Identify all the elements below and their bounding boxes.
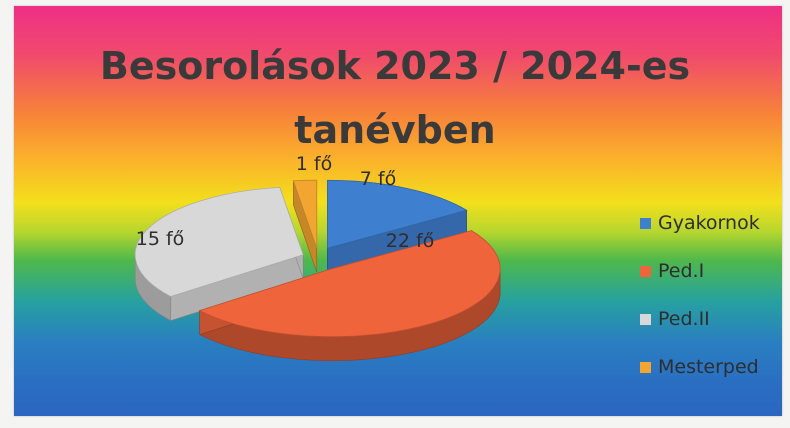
chart-title-line1: Besorolások 2023 / 2024-es — [99, 44, 691, 88]
legend-label-3: Ped.II — [658, 308, 710, 330]
legend-swatch-1 — [640, 218, 651, 229]
pie-slice-mesterped — [292, 179, 318, 273]
pie-slice-gyakornok — [326, 179, 468, 273]
legend-label-4: Mesterped — [658, 356, 759, 378]
legend-swatch-2 — [640, 266, 651, 277]
legend-swatch-3 — [640, 314, 651, 325]
chart-title-line2: tanévben — [294, 108, 496, 152]
data-label-3: 15 fő — [136, 228, 185, 250]
pie-slice-ped-ii — [134, 186, 304, 322]
legend-swatch-4 — [640, 362, 651, 373]
legend-label-2: Ped.I — [658, 260, 704, 282]
data-label-2: 22 fő — [386, 230, 435, 252]
legend-label-1: Gyakornok — [658, 212, 760, 234]
data-label-4: 1 fő — [296, 153, 332, 175]
pie-slice-ped-i — [198, 230, 501, 361]
data-label-1: 7 fő — [360, 168, 396, 190]
